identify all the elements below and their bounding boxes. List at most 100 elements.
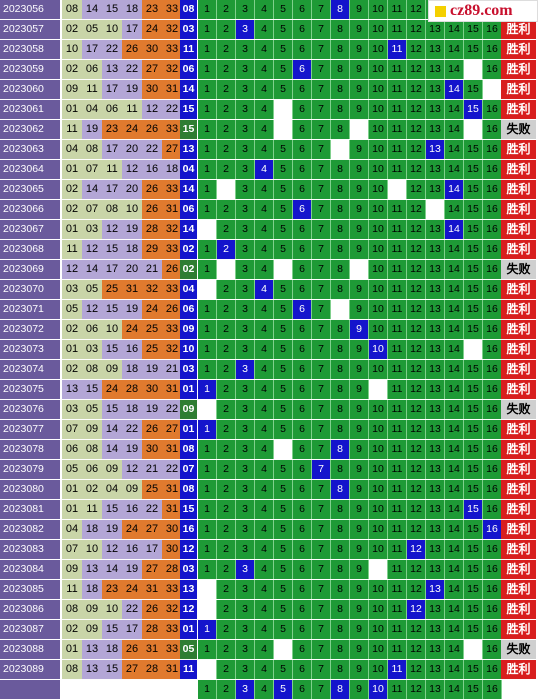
trend-cell: 12 <box>407 20 426 39</box>
trend-cell: 3 <box>236 540 255 559</box>
win-badge: 胜利 <box>501 360 536 379</box>
issue-number: 2023073 <box>0 340 61 359</box>
trend-cell: 5 <box>274 680 293 699</box>
blue-ball: 04 <box>180 160 197 179</box>
drawn-number: 31 <box>162 500 182 519</box>
issue-number: 2023060 <box>0 80 61 99</box>
drawn-number: 32 <box>162 340 182 359</box>
trend-cell: 7 <box>312 340 331 359</box>
issue-number: 2023070 <box>0 280 61 299</box>
trend-cell: 16 <box>483 160 502 179</box>
trend-cell: 11 <box>388 480 407 499</box>
drawn-number: 18 <box>102 640 122 659</box>
table-row: 2023089 08 13 15 27 28 31 11 2 3 4 5 6 7 8 9 10 11 12 13 14 1… <box>0 660 538 680</box>
trend-cell: 9 <box>350 100 369 119</box>
trend-cell: 9 <box>350 40 369 59</box>
drawn-number: 32 <box>162 20 182 39</box>
trend-cell: 7 <box>312 40 331 59</box>
trend-cell: 8 <box>331 100 350 119</box>
trend-cell: 10 <box>369 640 388 659</box>
win-badge: 胜利 <box>501 380 536 399</box>
drawn-number: 11 <box>62 240 82 259</box>
trend-cell: 7 <box>312 420 331 439</box>
trend-cell: 11 <box>388 380 407 399</box>
drawn-number: 09 <box>82 620 102 639</box>
drawn-number: 11 <box>122 100 142 119</box>
trend-cell: 3 <box>236 0 255 19</box>
trend-cell: 4 <box>255 220 274 239</box>
trend-cell: 6 <box>293 580 312 599</box>
trend-cell: 5 <box>274 460 293 479</box>
trend-cell: 6 <box>293 40 312 59</box>
table-row: 2023082 04 18 19 24 27 30 16 1 2 3 4 5 6 7 8 9 10 11 12 13 14… <box>0 520 538 540</box>
drawn-number: 09 <box>102 460 122 479</box>
issue-number: 2023072 <box>0 320 61 339</box>
trend-cell: 7 <box>312 60 331 79</box>
trend-cell: 11 <box>388 400 407 419</box>
trend-cell: 14 <box>445 460 464 479</box>
trend-cell: 4 <box>255 40 274 59</box>
drawn-number: 02 <box>62 320 82 339</box>
drawn-number: 16 <box>142 160 162 179</box>
trend-cell: 3 <box>236 580 255 599</box>
trend-cell: 6 <box>293 620 312 639</box>
trend-cell: 16 <box>483 320 502 339</box>
trend-cell: 13 <box>426 40 445 59</box>
drawn-number: 24 <box>142 20 162 39</box>
win-badge: 胜利 <box>501 660 536 679</box>
drawn-number: 15 <box>102 340 122 359</box>
trend-cell: 7 <box>312 520 331 539</box>
trend-cell: 12 <box>407 380 426 399</box>
trend-cell: 10 <box>369 440 388 459</box>
drawn-number: 01 <box>62 480 82 499</box>
trend-cell: 12 <box>407 140 426 159</box>
trend-cell <box>350 120 369 139</box>
trend-cell: 3 <box>236 640 255 659</box>
issue-number: 2023089 <box>0 660 61 679</box>
trend-cell: 11 <box>388 200 407 219</box>
drawn-number: 14 <box>102 440 122 459</box>
trend-cell <box>198 280 217 299</box>
trend-cell: 13 <box>426 300 445 319</box>
drawn-number: 11 <box>62 580 82 599</box>
drawn-number: 18 <box>82 580 102 599</box>
trend-cell <box>198 600 217 619</box>
trend-cell: 16 <box>483 560 502 579</box>
trend-cell: 13 <box>426 260 445 279</box>
trend-cell: 16 <box>483 620 502 639</box>
trend-cell: 3 <box>236 180 255 199</box>
trend-cell: 9 <box>350 180 369 199</box>
trend-cell: 4 <box>255 660 274 679</box>
trend-cell: 3 <box>236 420 255 439</box>
trend-cell: 6 <box>293 560 312 579</box>
site-logo[interactable]: cz89.com <box>428 0 538 22</box>
trend-cell: 9 <box>350 680 369 699</box>
drawn-number: 01 <box>62 160 82 179</box>
trend-cell: 5 <box>274 80 293 99</box>
trend-cell: 4 <box>255 180 274 199</box>
trend-cell: 13 <box>426 120 445 139</box>
drawn-number: 22 <box>122 600 142 619</box>
trend-cell: 9 <box>350 580 369 599</box>
blue-ball: 07 <box>180 460 197 479</box>
drawn-number: 17 <box>102 180 122 199</box>
trend-cell: 14 <box>445 140 464 159</box>
table-row: 2023064 01 07 11 12 16 18 04 1 2 3 4 5 6 7 8 9 10 11 12 13 14… <box>0 160 538 180</box>
drawn-number: 14 <box>102 560 122 579</box>
trend-cell: 2 <box>217 300 236 319</box>
trend-cell: 1 <box>198 180 217 199</box>
trend-cell: 8 <box>331 680 350 699</box>
drawn-number: 12 <box>142 100 162 119</box>
drawn-number: 22 <box>162 100 182 119</box>
trend-cell: 10 <box>369 360 388 379</box>
trend-cell: 13 <box>426 580 445 599</box>
trend-cell: 3 <box>236 660 255 679</box>
trend-cell: 14 <box>445 100 464 119</box>
win-badge: 胜利 <box>501 620 536 639</box>
drawn-number: 20 <box>122 180 142 199</box>
trend-cell: 14 <box>445 80 464 99</box>
trend-cell: 6 <box>293 220 312 239</box>
issue-number: 2023077 <box>0 420 61 439</box>
drawn-number: 10 <box>82 540 102 559</box>
drawn-number: 31 <box>142 640 162 659</box>
